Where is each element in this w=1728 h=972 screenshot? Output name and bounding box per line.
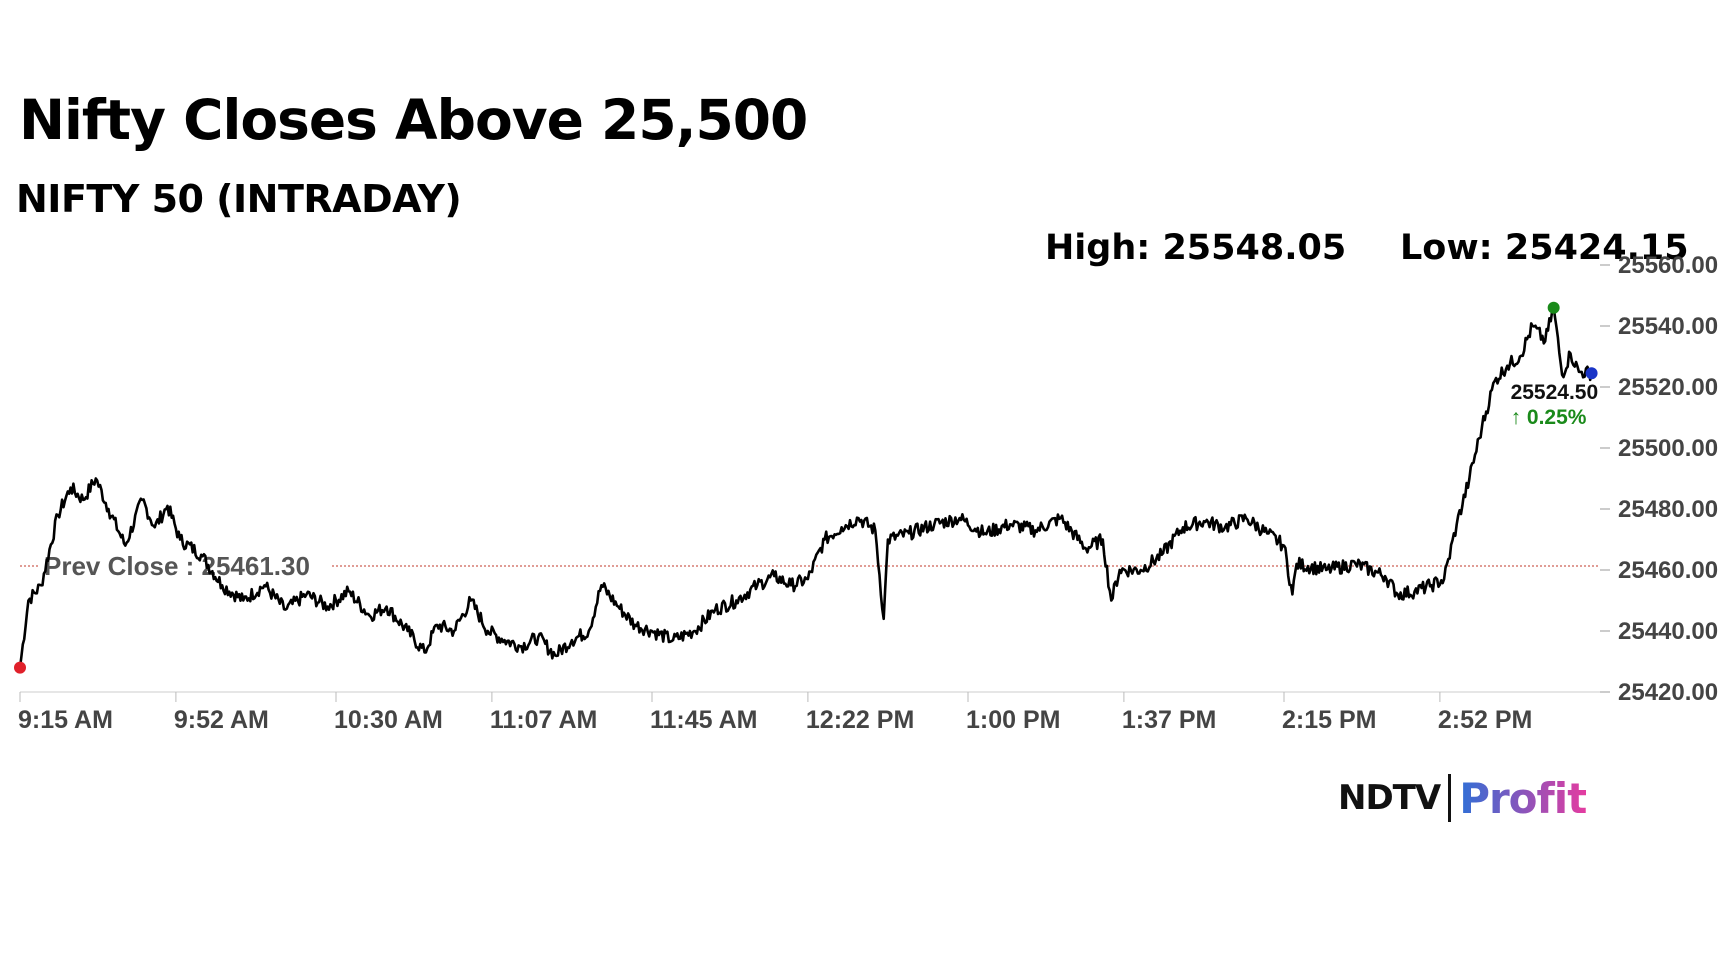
last-price-marker [1585, 367, 1598, 380]
x-tick-label: 12:22 PM [806, 706, 914, 734]
day-low-label: Low: 25424.15 [1400, 228, 1689, 268]
day-high-label: High: 25548.05 [1045, 228, 1347, 268]
x-tick-label: 1:37 PM [1122, 706, 1216, 734]
y-tick-label: 25460.00 [1618, 557, 1718, 584]
last-price-label: 25524.50 [1511, 381, 1599, 404]
x-tick-label: 11:45 AM [650, 706, 757, 734]
x-axis: 9:15 AM 9:52 AM 10:30 AM 11:07 AM 11:45 AM 12… [18, 691, 1600, 734]
y-axis: 25420.00 25440.00 25460.00 25480.00 25500.00… [1600, 252, 1718, 706]
logo-ndtv-text: NDTV [1338, 778, 1441, 818]
y-tick-label: 25520.00 [1618, 374, 1718, 401]
high-marker [1547, 301, 1560, 314]
x-tick-label: 1:00 PM [966, 706, 1060, 734]
x-tick-label: 9:52 AM [174, 706, 269, 734]
price-series-line [18, 306, 1593, 668]
y-tick-label: 25420.00 [1618, 679, 1718, 706]
logo-profit-text: Profit [1459, 773, 1587, 823]
prev-close-label: Prev Close : 25461.30 [44, 551, 310, 581]
logo-divider [1448, 774, 1452, 822]
change-percent-label: ↑ 0.25% [1511, 406, 1587, 429]
y-tick-label: 25440.00 [1618, 618, 1718, 645]
low-marker [14, 661, 26, 674]
x-tick-label: 2:15 PM [1282, 706, 1376, 734]
y-tick-label: 25540.00 [1618, 313, 1718, 340]
x-tick-label: 10:30 AM [334, 706, 443, 734]
y-tick-label: 25500.00 [1618, 435, 1718, 462]
x-tick-label: 2:52 PM [1438, 706, 1532, 734]
ndtv-profit-logo: NDTV Profit [1338, 772, 1587, 824]
x-tick-label: 9:15 AM [18, 706, 113, 734]
chart-title: Nifty Closes Above 25,500 [19, 88, 808, 152]
chart-subtitle: NIFTY 50 (INTRADAY) [16, 177, 462, 221]
y-tick-label: 25480.00 [1618, 496, 1718, 523]
prev-close-label-bg [40, 546, 330, 583]
y-tick-label: 25560.00 [1618, 252, 1718, 279]
x-tick-label: 11:07 AM [490, 706, 597, 734]
